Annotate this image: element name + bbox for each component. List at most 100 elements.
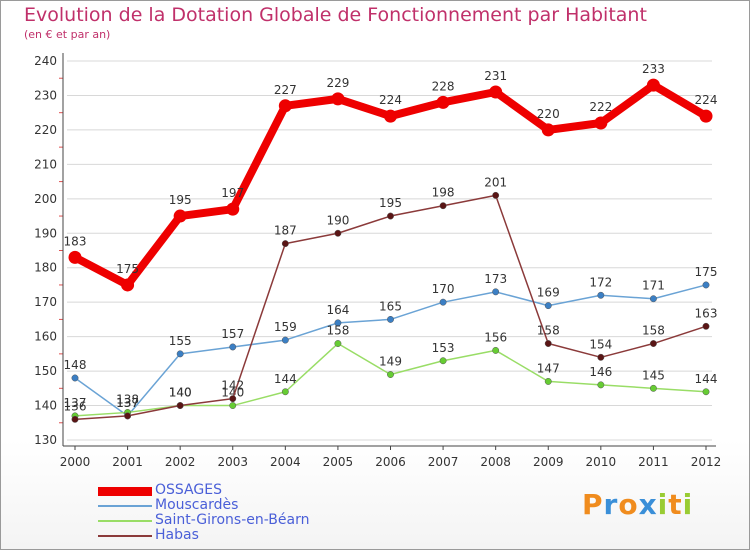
data-label-habas: 187 <box>274 224 297 238</box>
data-label-ossages: 227 <box>274 83 297 97</box>
data-label-saint-girons-en-bearn: 153 <box>432 341 455 355</box>
data-label-habas: 137 <box>116 396 139 410</box>
data-point-habas <box>439 202 447 210</box>
data-label-saint-girons-en-bearn: 145 <box>642 368 665 382</box>
x-tick-label-2007: 2007 <box>428 455 459 469</box>
data-label-ossages: 233 <box>642 62 665 76</box>
data-label-mouscardes: 171 <box>642 279 665 293</box>
data-point-habas <box>544 340 552 347</box>
data-label-ossages: 183 <box>64 234 87 248</box>
legend-label-mouscardes: Mouscardès <box>155 497 239 513</box>
logo-letter: i <box>682 488 694 521</box>
x-tick-label-2002: 2002 <box>165 455 196 469</box>
data-point-mouscardes <box>649 295 657 303</box>
data-point-habas <box>597 353 605 361</box>
data-point-habas <box>229 395 237 403</box>
data-label-saint-girons-en-bearn: 149 <box>379 355 402 369</box>
data-point-mouscardes <box>702 281 710 289</box>
data-label-habas: 142 <box>221 379 244 393</box>
y-tick-label-160: 160 <box>34 330 57 344</box>
data-label-saint-girons-en-bearn: 140 <box>169 386 192 400</box>
data-point-ossages <box>121 278 135 292</box>
data-point-ossages <box>384 109 397 123</box>
data-point-mouscardes <box>229 343 237 351</box>
y-tick-label-190: 190 <box>34 226 57 240</box>
data-label-ossages: 220 <box>537 107 560 121</box>
data-label-mouscardes: 159 <box>274 320 297 334</box>
data-point-ossages <box>541 123 555 137</box>
x-tick-label-2011: 2011 <box>638 455 669 469</box>
data-point-mouscardes <box>597 291 605 299</box>
data-point-ossages <box>68 250 82 264</box>
legend-label-saint-girons: Saint-Girons-en-Béarn <box>155 512 310 528</box>
data-label-habas: 136 <box>64 399 87 413</box>
data-label-habas: 198 <box>432 186 455 200</box>
legend-label-habas: Habas <box>155 527 199 543</box>
data-point-saint-girons-en-bearn <box>439 357 447 365</box>
data-label-mouscardes: 175 <box>695 265 718 279</box>
legend-label-ossages: OSSAGES <box>155 482 222 498</box>
data-label-mouscardes: 164 <box>326 303 349 317</box>
y-tick-label-180: 180 <box>34 261 57 275</box>
legend-swatch-mouscardes <box>98 505 152 507</box>
data-point-habas <box>649 340 657 347</box>
proxiti-logo: Proxiti <box>582 488 693 521</box>
x-tick-label-2005: 2005 <box>323 455 354 469</box>
data-point-habas <box>387 212 394 220</box>
data-label-habas: 163 <box>695 306 718 320</box>
data-label-ossages: 197 <box>221 186 244 200</box>
data-point-ossages <box>646 78 660 92</box>
data-label-ossages: 228 <box>432 79 455 93</box>
data-point-saint-girons-en-bearn <box>649 384 657 392</box>
data-point-habas <box>281 240 289 248</box>
y-tick-label-210: 210 <box>34 157 57 171</box>
data-label-ossages: 231 <box>484 69 507 83</box>
data-label-saint-girons-en-bearn: 138 <box>116 392 139 406</box>
data-label-mouscardes: 169 <box>537 286 560 300</box>
data-point-habas <box>334 229 342 237</box>
data-point-mouscardes <box>334 319 342 327</box>
y-tick-label-200: 200 <box>34 192 57 206</box>
data-label-mouscardes: 157 <box>221 327 244 341</box>
data-label-ossages: 224 <box>379 93 402 107</box>
data-label-saint-girons-en-bearn: 147 <box>537 361 560 375</box>
y-tick-label-220: 220 <box>34 123 57 137</box>
series-ossages: 183 175 195 197 227 229 224 228 231 220 222 233 224 <box>64 62 718 292</box>
data-point-habas <box>492 191 500 199</box>
data-label-habas: 158 <box>642 324 665 338</box>
y-tick-label-230: 230 <box>34 88 57 102</box>
logo-letter: x <box>638 488 658 521</box>
data-label-habas: 190 <box>326 213 349 227</box>
y-tick-label-170: 170 <box>34 295 57 309</box>
data-point-ossages <box>278 99 292 113</box>
data-point-ossages <box>173 209 187 223</box>
x-tick-label-2000: 2000 <box>60 455 91 469</box>
data-label-mouscardes: 172 <box>589 275 612 289</box>
x-tick-label-2006: 2006 <box>375 455 406 469</box>
data-point-saint-girons-en-bearn <box>492 346 500 354</box>
data-point-mouscardes <box>439 298 447 306</box>
data-label-mouscardes: 155 <box>169 334 192 348</box>
data-point-ossages <box>226 202 240 216</box>
data-label-ossages: 175 <box>116 262 139 276</box>
data-point-saint-girons-en-bearn <box>229 402 237 409</box>
legend-swatch-habas <box>98 535 152 537</box>
data-label-habas: 201 <box>484 175 507 189</box>
data-point-saint-girons-en-bearn <box>281 388 289 396</box>
data-point-saint-girons-en-bearn <box>334 340 342 347</box>
data-point-habas <box>702 322 710 330</box>
data-point-ossages <box>436 95 450 109</box>
x-tick-label-2001: 2001 <box>112 455 143 469</box>
series-mouscardes: 148 137 155 157 159 164 165 170 173 169 172 171 175 <box>64 265 718 420</box>
x-tick-label-2004: 2004 <box>270 455 301 469</box>
data-label-saint-girons-en-bearn: 146 <box>589 365 612 379</box>
data-label-mouscardes: 173 <box>484 272 507 286</box>
data-label-saint-girons-en-bearn: 158 <box>326 324 349 338</box>
data-label-habas: 154 <box>589 337 612 351</box>
data-label-ossages: 224 <box>695 93 718 107</box>
logo-letter: t <box>668 488 683 521</box>
data-point-habas <box>176 402 184 409</box>
chart-subtitle: (en € et par an) <box>24 28 111 41</box>
x-tick-label-2010: 2010 <box>586 455 617 469</box>
